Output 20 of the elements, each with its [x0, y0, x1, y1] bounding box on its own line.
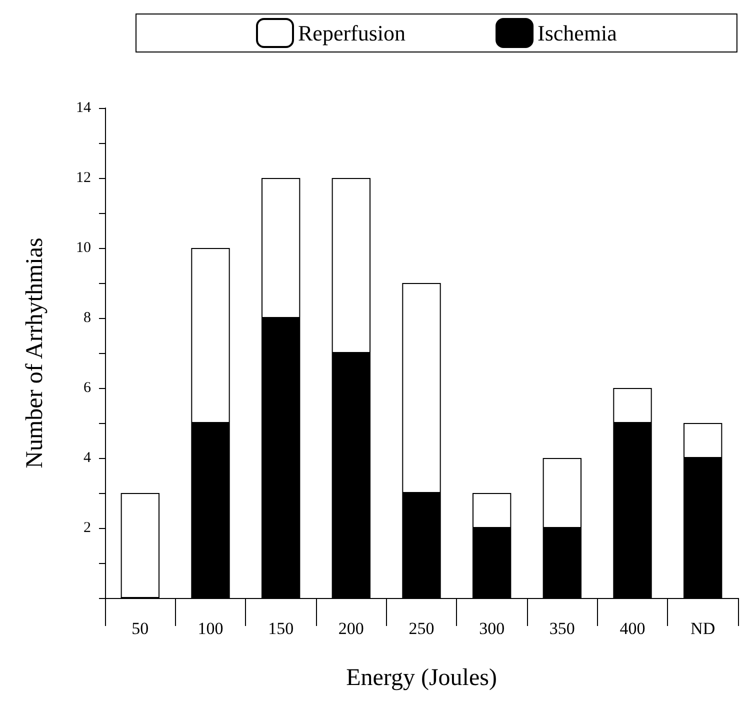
- x-tick-label: 300: [479, 619, 505, 638]
- x-axis-title: Energy (Joules): [346, 665, 497, 691]
- legend-label: Reperfusion: [298, 20, 406, 46]
- x-tick-label: 250: [408, 619, 434, 638]
- y-tick-label: 6: [84, 380, 92, 396]
- x-tick-label: ND: [690, 619, 716, 638]
- y-tick-label: 4: [84, 450, 92, 466]
- y-tick-label: 12: [76, 170, 91, 186]
- x-tick-label: 350: [549, 619, 575, 638]
- x-tick-label: 150: [268, 619, 294, 638]
- x-tick-label: 400: [620, 619, 646, 638]
- y-axis-title: Number of Arrhythmias: [22, 238, 48, 468]
- y-tick-label: 8: [84, 310, 91, 326]
- x-tick-label: 200: [338, 619, 364, 638]
- y-tick-label: 10: [76, 240, 91, 256]
- legend-label: Ischemia: [538, 20, 618, 46]
- y-tick-label: 14: [76, 100, 92, 116]
- x-tick-label: 50: [132, 619, 149, 638]
- y-tick-label: 2: [84, 520, 91, 536]
- x-tick-label: 100: [198, 619, 224, 638]
